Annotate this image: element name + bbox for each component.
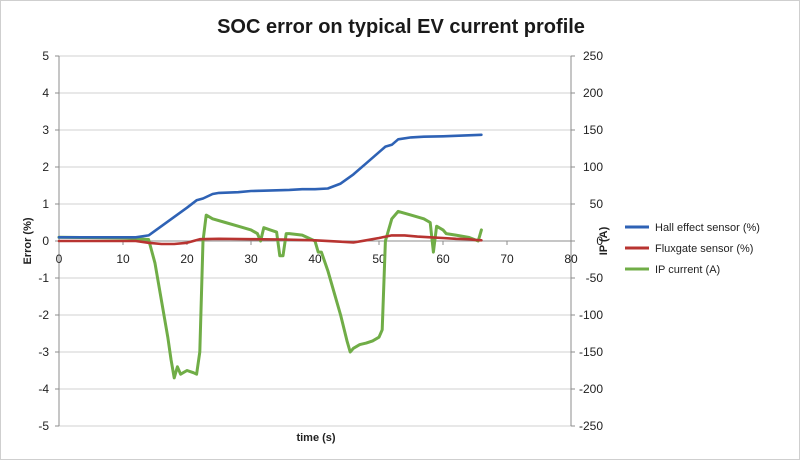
chart-title: SOC error on typical EV current profile bbox=[217, 16, 585, 38]
y-tick-label: 0 bbox=[42, 234, 49, 248]
x-axis-label: time (s) bbox=[296, 432, 335, 444]
x-tick-label: 80 bbox=[564, 252, 578, 266]
y-axis-label: Error (%) bbox=[22, 217, 34, 264]
legend: Hall effect sensor (%) Fluxgate sensor (%… bbox=[625, 222, 760, 276]
y2-tick-label: -250 bbox=[579, 419, 603, 433]
y-tick-label: 1 bbox=[42, 197, 49, 211]
y-tick-label: 2 bbox=[42, 160, 49, 174]
tick-labels: -5 -4 -3 -2 -1 0 1 2 3 4 5 -250 -200 -150 -100 -50 0 50 10… bbox=[38, 49, 603, 433]
x-tick-label: 50 bbox=[372, 252, 386, 266]
series-line-fluxgate-sensor bbox=[57, 234, 483, 246]
x-tick-label: 0 bbox=[56, 252, 63, 266]
y-tick-label: -1 bbox=[38, 271, 49, 285]
y-tick-label: 5 bbox=[42, 49, 49, 63]
y2-tick-label: -200 bbox=[579, 382, 603, 396]
y2-tick-label: 50 bbox=[590, 197, 604, 211]
x-tick-label: 70 bbox=[500, 252, 514, 266]
x-tick-label: 20 bbox=[180, 252, 194, 266]
y2-axis-label: IP (A) bbox=[598, 226, 610, 255]
y2-tick-label: -100 bbox=[579, 308, 603, 322]
y-tick-label: 4 bbox=[42, 86, 49, 100]
y2-tick-label: 150 bbox=[583, 123, 603, 137]
x-tick-label: 40 bbox=[308, 252, 322, 266]
legend-label: Hall effect sensor (%) bbox=[655, 222, 760, 234]
x-tick-label: 60 bbox=[436, 252, 450, 266]
y2-tick-label: -150 bbox=[579, 345, 603, 359]
y2-tick-label: 100 bbox=[583, 160, 603, 174]
x-tick-label: 30 bbox=[244, 252, 258, 266]
y-tick-label: -4 bbox=[38, 382, 49, 396]
y2-tick-label: -50 bbox=[586, 271, 604, 285]
series-line-hall-effect-sensor bbox=[57, 133, 483, 239]
y2-tick-label: 0 bbox=[596, 234, 603, 248]
x-tick-label: 10 bbox=[116, 252, 130, 266]
y-tick-label: -2 bbox=[38, 308, 49, 322]
y2-tick-label: 200 bbox=[583, 86, 603, 100]
plot-area bbox=[57, 133, 483, 380]
legend-label: Fluxgate sensor (%) bbox=[655, 243, 753, 255]
y-tick-label: -5 bbox=[38, 419, 49, 433]
series-line-ip-current-a bbox=[57, 209, 483, 380]
y2-tick-label: 250 bbox=[583, 49, 603, 63]
legend-label: IP current (A) bbox=[655, 264, 720, 276]
y-tick-label: -3 bbox=[38, 345, 49, 359]
y-tick-label: 3 bbox=[42, 123, 49, 137]
